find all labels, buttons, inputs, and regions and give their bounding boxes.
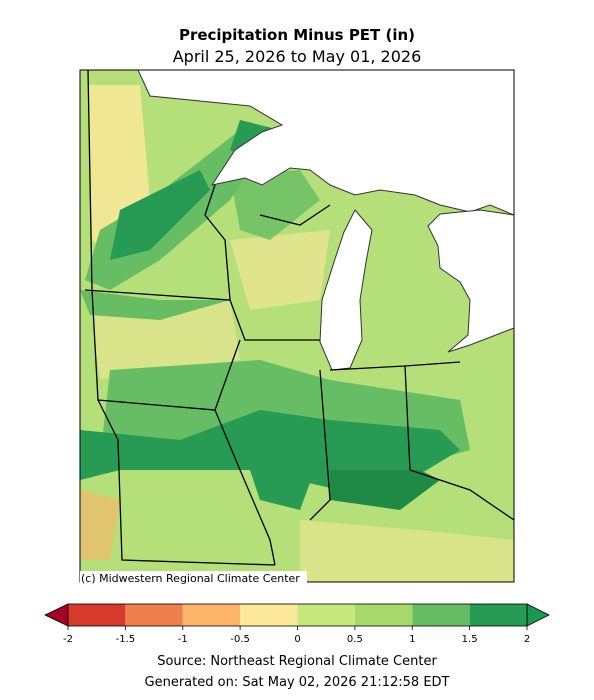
source: Source: Northeast Regional Climate Cente…	[157, 654, 437, 669]
map-credit: (c) Midwestern Regional Climate Center	[81, 572, 300, 585]
subtitle: April 25, 2026 to May 01, 2026	[173, 47, 422, 66]
colorbar-tick-label: -1	[178, 634, 188, 645]
colorbar: -2 -1.5 -1 -0.5 0 0.5 1 1.5 2	[44, 603, 550, 645]
colorbar-tick-label: 0.5	[347, 634, 363, 645]
colorbar-segment	[297, 604, 355, 626]
colorbar-segment	[469, 604, 527, 626]
colorbar-tick-label: -0.5	[230, 634, 250, 645]
colorbar-tick-label: 1.5	[462, 634, 478, 645]
colorbar-segment	[125, 604, 183, 626]
state-borders	[84, 69, 515, 566]
colorbar-tick-label: 1	[409, 634, 415, 645]
generated: Generated on: Sat May 02, 2026 21:12:58 …	[145, 675, 450, 690]
colorbar-segment	[354, 604, 413, 626]
colorbar-tick-label: 0	[294, 634, 300, 645]
under-arrow	[44, 603, 69, 627]
colorbar-segment	[412, 604, 470, 626]
lake-huron	[427, 209, 515, 353]
over-arrow	[526, 603, 550, 627]
colorbar-segment	[68, 604, 126, 626]
credit-bg	[80, 571, 307, 585]
colorbar-tick-label: -2	[63, 634, 73, 645]
title: Precipitation Minus PET (in)	[179, 26, 415, 44]
colorbar-segment	[240, 604, 298, 626]
map: (c) Midwestern Regional Climate Center	[79, 69, 515, 585]
colorbar-tick-label: 2	[524, 634, 530, 645]
lake-superior	[137, 69, 515, 216]
colorbar-tick-label: -1.5	[116, 634, 136, 645]
colorbar-segment	[182, 604, 241, 626]
